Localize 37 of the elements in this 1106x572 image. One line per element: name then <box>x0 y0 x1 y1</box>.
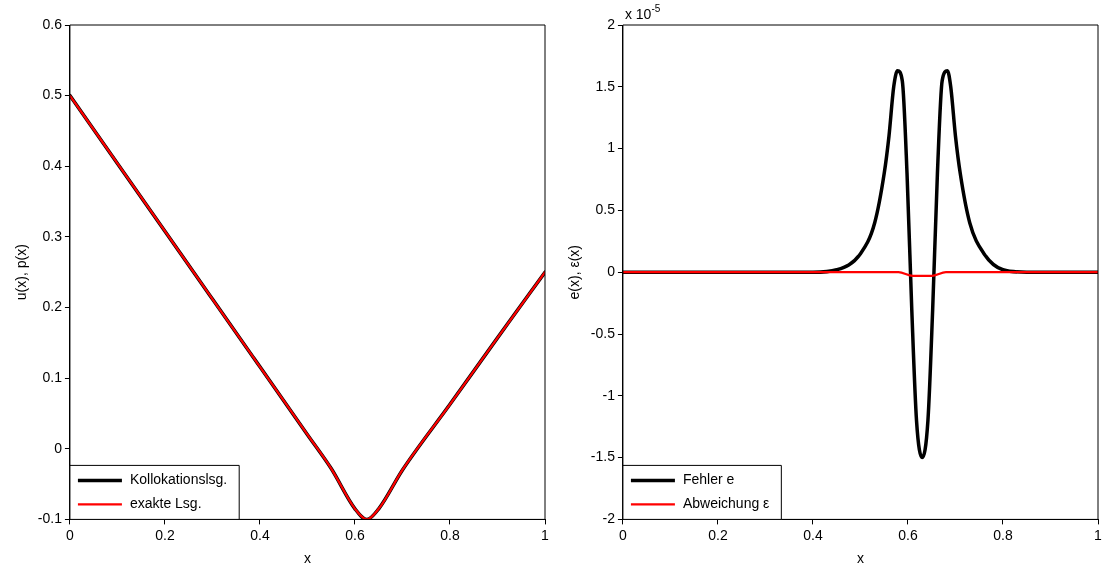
legend-label: Abweichung ε <box>682 495 770 512</box>
x-tick-label: 0 <box>66 526 75 543</box>
x-tick-label: 1 <box>541 526 550 543</box>
y-tick-label: -2 <box>602 510 616 527</box>
y-tick-label: 0.2 <box>42 298 63 315</box>
x-axis-title: x <box>303 550 311 567</box>
x-tick-label: 0.4 <box>803 526 823 543</box>
legend-label: Fehler e <box>682 471 735 488</box>
y-tick-label: 0 <box>54 439 63 456</box>
y-tick-label: -0.1 <box>37 510 63 527</box>
y-tick-label: 0.1 <box>42 369 63 385</box>
legend-label: exakte Lsg. <box>129 495 202 512</box>
x-tick-label: 0.8 <box>440 526 460 543</box>
y-tick-label: -1.5 <box>590 448 616 465</box>
y-tick-label: -0.5 <box>590 324 616 341</box>
x-tick-label: 0.2 <box>708 526 728 543</box>
x-tick-label: 0.8 <box>993 526 1013 543</box>
y-tick-label: 1 <box>607 139 616 156</box>
x-tick-label: 0.6 <box>898 526 918 543</box>
x-tick-label: 0.4 <box>250 526 270 543</box>
y-tick-label: 0.5 <box>595 201 616 218</box>
y-tick-label: 0.5 <box>42 86 63 103</box>
y-tick-label: 0.6 <box>42 15 63 32</box>
y-tick-label: -1 <box>602 386 616 403</box>
x-tick-label: 1 <box>1094 526 1103 543</box>
x-tick-label: 0.2 <box>155 526 175 543</box>
x-tick-label: 0.6 <box>345 526 365 543</box>
legend-label: Kollokationslsg. <box>129 471 228 488</box>
y-axis-title: u(x), p(x) <box>13 244 30 301</box>
y-axis-title: e(x), ε(x) <box>566 244 583 300</box>
x-axis-title: x <box>856 550 864 567</box>
y-tick-label: 1.5 <box>595 77 616 94</box>
y-tick-label: 2 <box>607 15 616 32</box>
y-tick-label: 0.4 <box>42 157 63 174</box>
y-tick-label: 0 <box>607 263 616 280</box>
x-tick-label: 0 <box>619 526 628 543</box>
y-tick-label: 0.3 <box>42 227 63 244</box>
